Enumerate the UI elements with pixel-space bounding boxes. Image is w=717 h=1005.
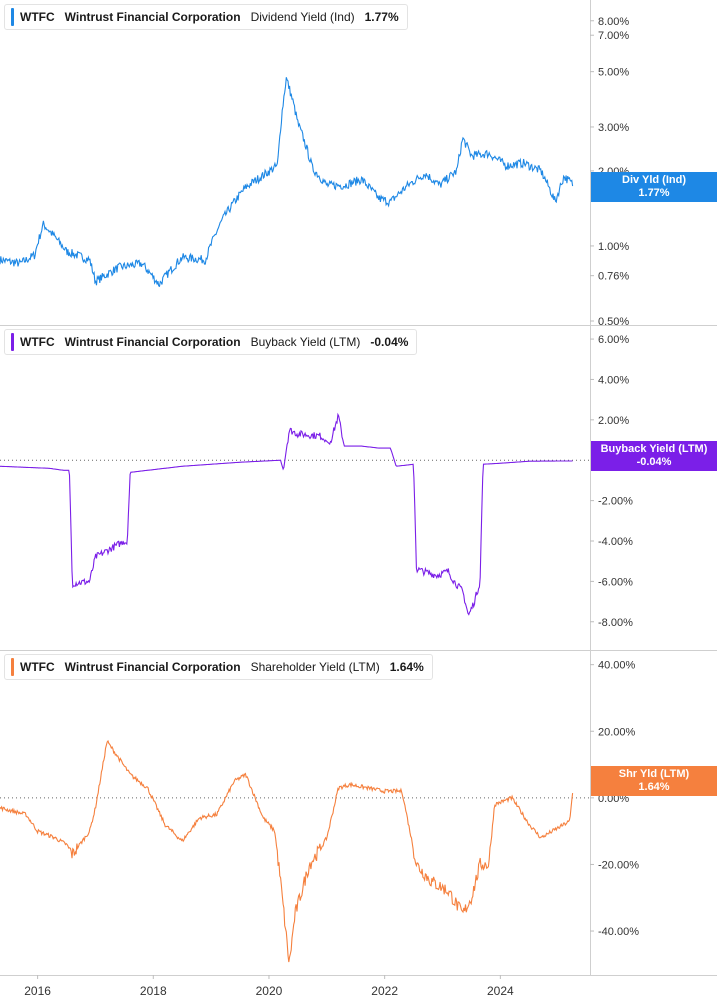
x-tick-label: 2018 [140, 984, 167, 998]
y-tick-label: 2.00% [598, 415, 629, 427]
legend-ticker: WTFC [20, 660, 55, 674]
badge-buyback-yield: Buyback Yield (LTM) -0.04% [591, 441, 717, 471]
legend-value: 1.64% [389, 660, 424, 674]
y-tick-label: 8.00% [598, 16, 629, 28]
legend-value: -0.04% [370, 335, 409, 349]
series-color-swatch [11, 8, 14, 26]
legend-ticker: WTFC [20, 10, 55, 24]
badge-label: Buyback Yield (LTM) [600, 443, 708, 455]
y-tick-label: 7.00% [598, 30, 629, 42]
legend-metric: Dividend Yield (Ind) [250, 10, 355, 24]
badge-dividend-yield: Div Yld (Ind) 1.77% [591, 172, 717, 202]
badge-label: Div Yld (Ind) [622, 174, 686, 186]
y-tick-label: 4.00% [598, 374, 629, 386]
x-tick-label: 2022 [371, 984, 398, 998]
legend-buyback-yield: WTFC Wintrust Financial Corporation Buyb… [4, 329, 418, 355]
y-tick-label: 1.00% [598, 241, 629, 253]
badge-label: Shr Yld (LTM) [618, 768, 690, 780]
series-color-swatch [11, 333, 14, 351]
legend-ticker: WTFC [20, 335, 55, 349]
legend-metric: Shareholder Yield (LTM) [250, 660, 380, 674]
y-tick-label: -20.00% [598, 859, 639, 871]
series-line [0, 77, 574, 288]
badge-shareholder-yield: Shr Yld (LTM) 1.64% [591, 766, 717, 796]
y-tick-label: 6.00% [598, 334, 629, 346]
x-tick-label: 2020 [256, 984, 283, 998]
y-tick-label: -6.00% [598, 576, 633, 588]
legend-company: Wintrust Financial Corporation [64, 660, 241, 674]
y-tick-label: 40.00% [598, 660, 636, 672]
x-tick-label: 2024 [487, 984, 514, 998]
y-tick-label: 3.00% [598, 122, 629, 134]
y-tick-label: -2.00% [598, 496, 633, 508]
badge-value: 1.64% [638, 781, 670, 793]
legend-company: Wintrust Financial Corporation [64, 335, 241, 349]
series-line [0, 412, 573, 616]
series-color-swatch [11, 658, 14, 676]
badge-value: -0.04% [636, 456, 672, 468]
y-tick-label: 0.50% [598, 316, 629, 328]
series-line [0, 739, 574, 963]
y-tick-label: -8.00% [598, 617, 633, 629]
y-tick-label: 20.00% [598, 726, 636, 738]
y-tick-label: -40.00% [598, 926, 639, 938]
badge-value: 1.77% [638, 187, 670, 199]
x-tick-label: 2016 [24, 984, 51, 998]
legend-shareholder-yield: WTFC Wintrust Financial Corporation Shar… [4, 654, 433, 680]
y-tick-label: 5.00% [598, 67, 629, 79]
y-tick-label: 0.76% [598, 271, 629, 283]
legend-dividend-yield: WTFC Wintrust Financial Corporation Divi… [4, 4, 408, 30]
y-tick-label: -4.00% [598, 536, 633, 548]
legend-metric: Buyback Yield (LTM) [250, 335, 361, 349]
legend-company: Wintrust Financial Corporation [64, 10, 241, 24]
legend-value: 1.77% [364, 10, 399, 24]
